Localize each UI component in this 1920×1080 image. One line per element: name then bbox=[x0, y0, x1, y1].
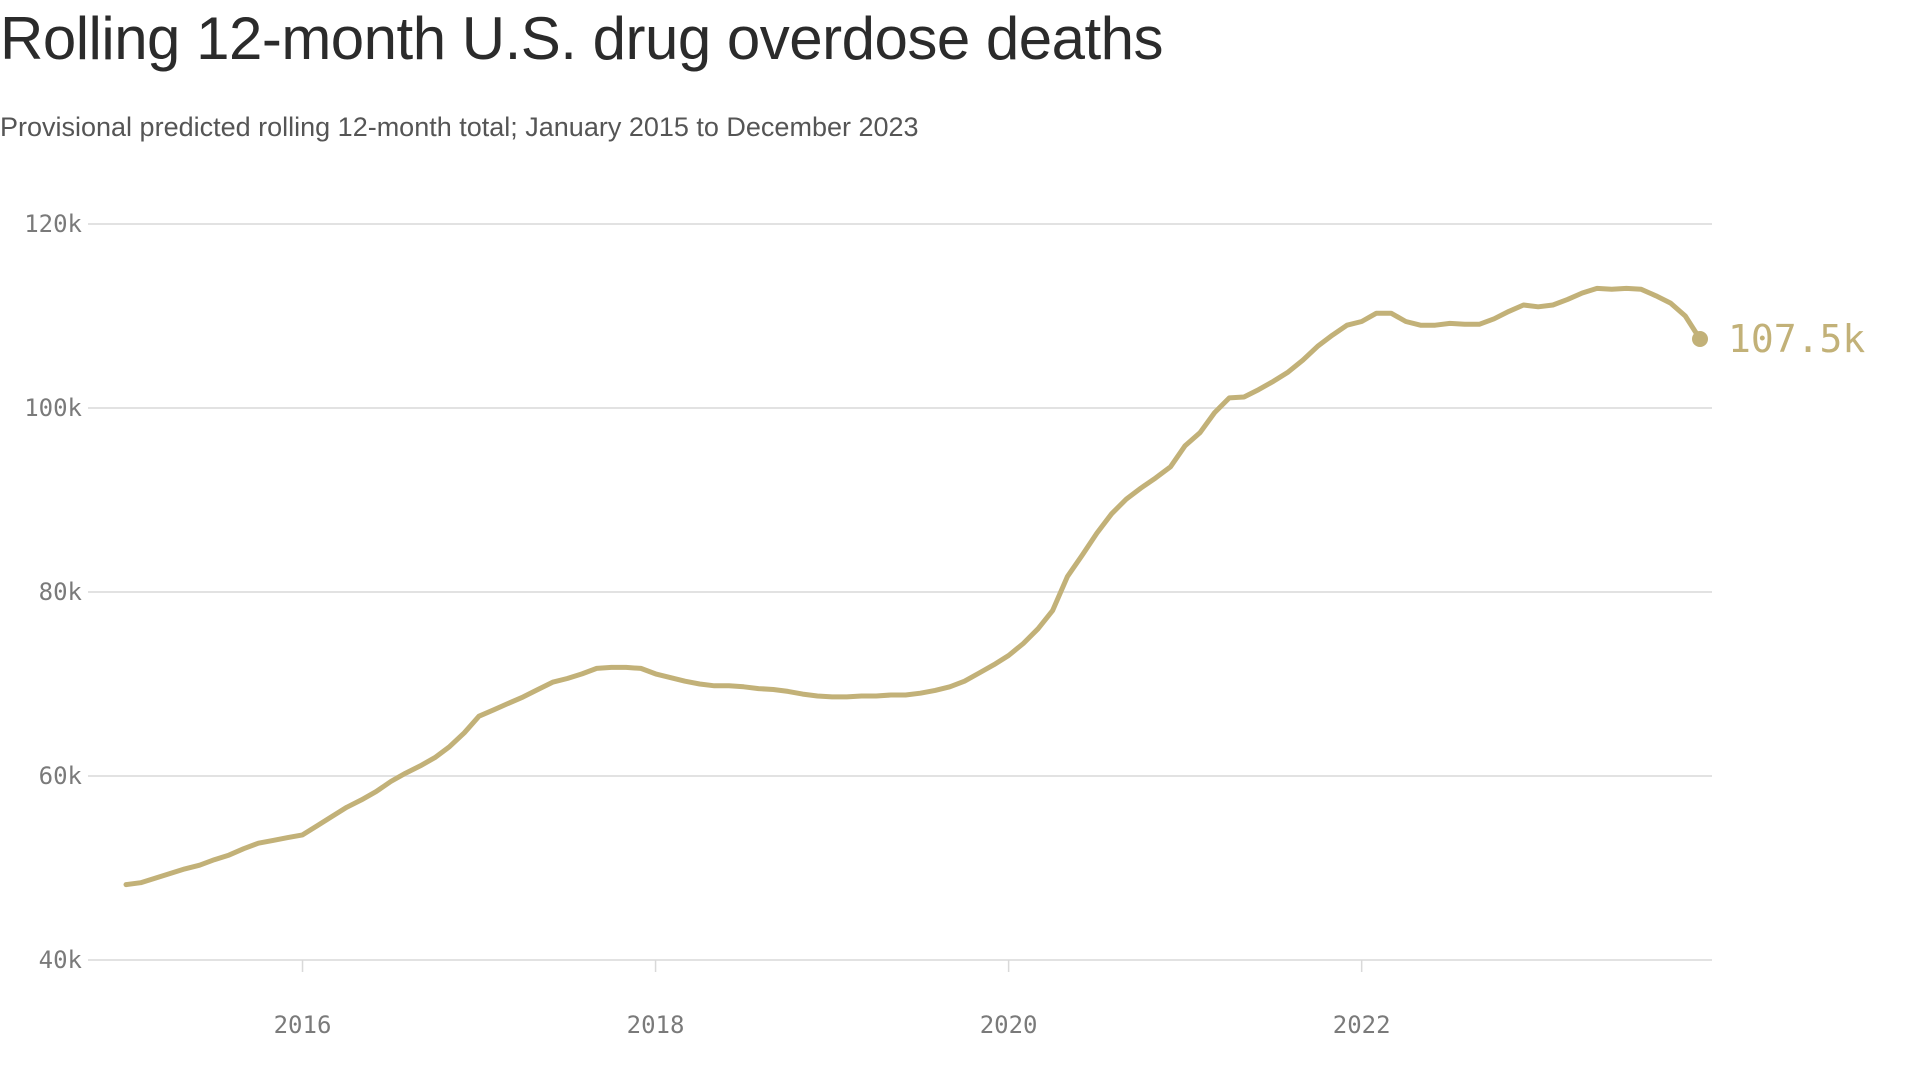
y-tick-label: 80k bbox=[39, 578, 83, 606]
end-point-marker bbox=[1692, 331, 1708, 347]
chart-subtitle: Provisional predicted rolling 12-month t… bbox=[0, 112, 919, 142]
x-tick-label: 2016 bbox=[274, 1011, 332, 1039]
series-line bbox=[123, 285, 1703, 888]
x-tick-label: 2022 bbox=[1333, 1011, 1391, 1039]
x-tick-label: 2018 bbox=[627, 1011, 685, 1039]
y-tick-label: 60k bbox=[39, 762, 83, 790]
y-tick-label: 120k bbox=[24, 210, 82, 238]
end-value-label: 107.5k bbox=[1728, 317, 1865, 361]
chart-title: Rolling 12-month U.S. drug overdose deat… bbox=[0, 5, 1164, 72]
x-tick-label: 2020 bbox=[980, 1011, 1038, 1039]
y-tick-label: 100k bbox=[24, 394, 82, 422]
y-tick-label: 40k bbox=[39, 946, 83, 974]
